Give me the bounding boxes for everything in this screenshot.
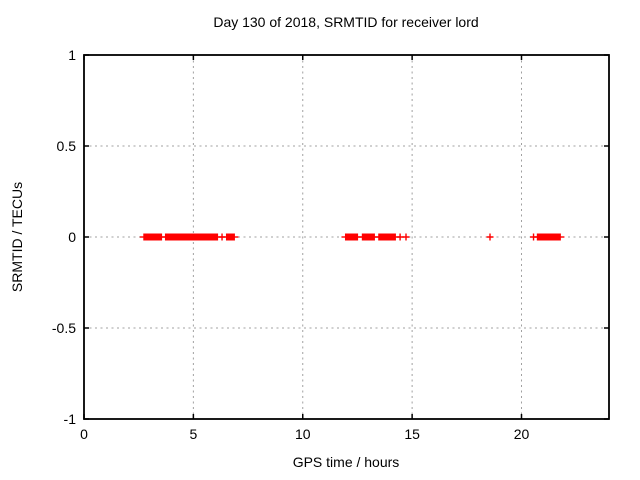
data-point — [396, 233, 404, 241]
y-tick-label: -0.5 — [52, 320, 76, 336]
data-segment — [225, 233, 235, 241]
data-segment — [164, 233, 219, 241]
x-tick-label: 5 — [189, 426, 197, 442]
x-tick-label: 10 — [295, 426, 311, 442]
data-point — [530, 233, 538, 241]
x-tick-label: 0 — [80, 426, 88, 442]
x-tick-label: 15 — [404, 426, 420, 442]
data-point — [486, 233, 494, 241]
y-tick-label: -1 — [64, 411, 77, 427]
x-tick-label: 20 — [514, 426, 530, 442]
data-point — [402, 233, 410, 241]
data-point — [218, 233, 226, 241]
x-axis-label: GPS time / hours — [293, 454, 400, 470]
data-segment — [536, 233, 561, 241]
data-segment — [361, 233, 375, 241]
data-segment — [344, 233, 359, 241]
y-tick-label: 0 — [68, 229, 76, 245]
y-tick-label: 0.5 — [57, 138, 77, 154]
y-axis-label: SRMTID / TECUs — [9, 182, 25, 292]
plot-area: 0 5 10 15 20 1 0.5 0 -0.5 -1 — [52, 47, 610, 442]
chart-title: Day 130 of 2018, SRMTID for receiver lor… — [213, 14, 478, 30]
data-segment — [143, 233, 163, 241]
y-tick-label: 1 — [68, 47, 76, 63]
data-segment — [378, 233, 396, 241]
